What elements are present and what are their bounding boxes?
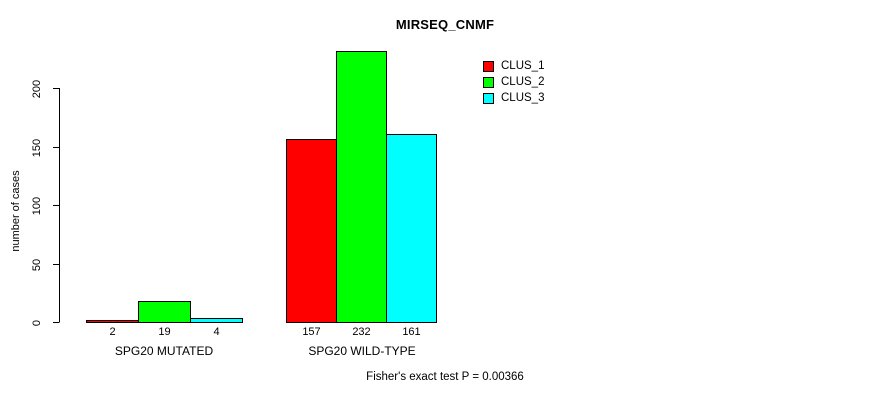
bar-mutated-clus1[interactable] <box>86 320 139 323</box>
y-tick-label-0: 0 <box>31 319 43 327</box>
group-label-wildtype: SPG20 WILD-TYPE <box>308 344 416 358</box>
legend-label-clus3: CLUS_3 <box>501 91 545 104</box>
y-tick-label-50: 50 <box>31 258 43 272</box>
statistical-test-annotation: Fisher's exact test P = 0.00366 <box>366 371 524 383</box>
legend-item-clus1[interactable]: CLUS_1 <box>483 58 544 74</box>
legend-swatch-icon-clus3 <box>483 92 494 104</box>
chart-title: MIRSEQ_CNMF <box>395 17 495 32</box>
y-tick-label-100: 100 <box>31 196 43 216</box>
bar-value-wildtype-clus1: 157 <box>302 326 321 338</box>
bar-wildtype-clus1[interactable] <box>286 139 337 323</box>
y-tick-label-150: 150 <box>31 138 43 158</box>
bar-wildtype-clus2[interactable] <box>336 51 387 323</box>
y-tick-label-200: 200 <box>31 79 43 99</box>
bar-value-wildtype-clus2: 232 <box>352 326 371 338</box>
bar-mutated-clus2[interactable] <box>138 301 191 323</box>
bar-mutated-clus3[interactable] <box>190 318 243 323</box>
bar-wildtype-clus3[interactable] <box>386 134 437 323</box>
bar-value-mutated-clus2: 19 <box>158 326 171 338</box>
legend: CLUS_1 CLUS_2 CLUS_3 <box>483 58 544 106</box>
legend-item-clus3[interactable]: CLUS_3 <box>483 90 544 106</box>
bar-value-mutated-clus1: 2 <box>109 326 116 338</box>
legend-label-clus2: CLUS_2 <box>501 75 545 88</box>
legend-swatch-icon-clus1 <box>483 60 494 72</box>
group-label-mutated: SPG20 MUTATED <box>114 344 214 358</box>
legend-label-clus1: CLUS_1 <box>501 59 545 72</box>
legend-swatch-icon-clus2 <box>483 76 494 88</box>
y-axis-title: number of cases <box>10 170 22 252</box>
legend-item-clus2[interactable]: CLUS_2 <box>483 74 544 90</box>
bar-value-mutated-clus3: 4 <box>213 326 220 338</box>
bar-value-wildtype-clus3: 161 <box>402 326 421 338</box>
